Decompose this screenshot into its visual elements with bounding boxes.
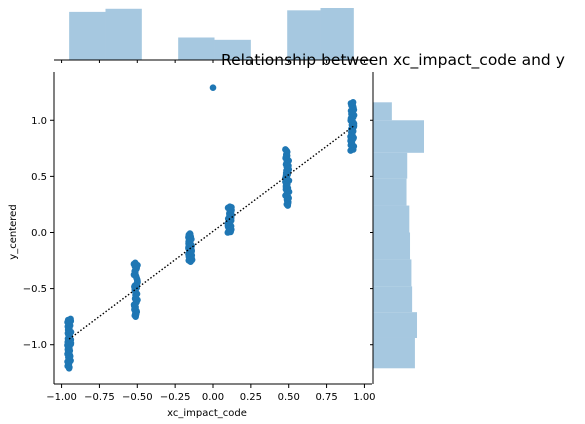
marginal-x-bar [214,39,251,60]
marginal-x-bar [178,37,215,60]
x-tick-label: 1.00 [353,392,375,403]
x-tick-label: −0.75 [84,392,115,403]
marginal-x-bar [320,8,354,60]
y-tick-label: 0.5 [31,172,47,183]
marginal-y-histogram [373,102,424,369]
scatter-points [64,84,358,372]
x-tick-label: 0.25 [240,392,262,403]
marginal-y-bar [373,232,411,260]
scatter-axes: −1.00 −0.75 −0.50 −0.25 0.00 0.25 0.50 0.75 1.00… [23,59,376,403]
scatter-point [226,203,234,210]
x-tick-label: 0.00 [202,392,224,403]
marginal-x-bar [287,10,321,61]
marginal-y-bar [373,259,412,287]
x-tick-label: −0.50 [122,392,153,403]
x-tick-label: 0.50 [278,392,300,403]
marginal-x-bar [69,11,106,61]
x-tick-label: 0.75 [315,392,337,403]
y-ticks: −1.0 −0.5 0.0 0.5 1.0 [23,116,373,351]
marginal-y-bar [373,205,410,233]
x-tick-label: −1.00 [46,392,77,403]
marginal-y-bar [373,286,413,313]
marginal-y-bar [373,178,407,206]
scatter-point [131,259,139,267]
x-tick-label: −0.25 [160,392,191,403]
marginal-y-bar [373,102,392,121]
y-tick-label: 0.0 [31,228,47,239]
marginal-y-bar [373,152,408,179]
scatter-point [186,230,194,237]
marginal-y-bar [373,312,418,338]
y-tick-label: −1.0 [23,340,47,351]
scatter-point [349,99,357,106]
y-tick-label: −0.5 [23,284,47,295]
marginal-x-histogram [69,8,354,61]
scatter-point [67,315,74,323]
scatter-point-outlier [209,84,217,92]
chart-title: Relationship between xc_impact_code and … [221,51,565,70]
y-axis-label: y_centered [8,204,19,259]
marginal-x-bar [105,8,142,60]
marginal-y-bar [373,337,415,369]
marginal-y-bar [373,120,424,153]
x-axis-label: xc_impact_code [167,408,247,419]
y-tick-label: 1.0 [31,116,47,127]
x-ticks: −1.00 −0.75 −0.50 −0.25 0.00 0.25 0.50 0.75 1.00 [46,60,376,403]
trend-line [68,125,355,340]
scatter-point [282,146,289,153]
